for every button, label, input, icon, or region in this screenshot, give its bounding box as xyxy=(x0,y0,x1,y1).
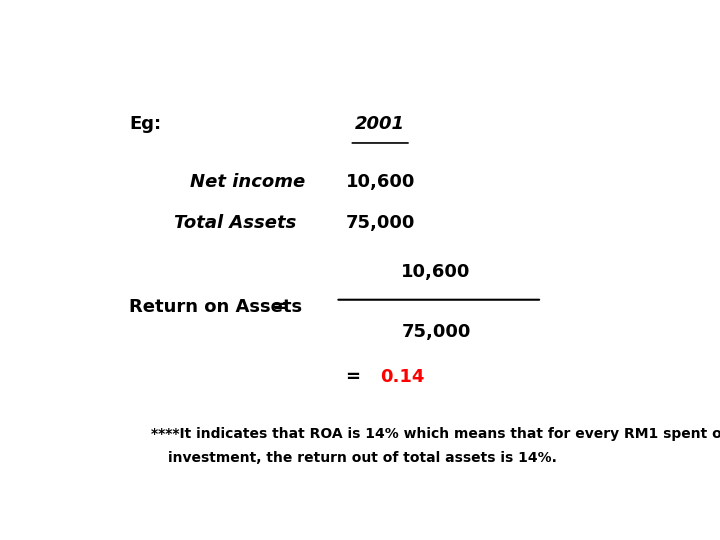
Text: ****It indicates that ROA is 14% which means that for every RM1 spent on asset's: ****It indicates that ROA is 14% which m… xyxy=(151,427,720,441)
Text: 10,600: 10,600 xyxy=(346,173,415,191)
Text: 0.14: 0.14 xyxy=(380,368,425,386)
Text: Return on Assets: Return on Assets xyxy=(129,298,302,316)
Text: investment, the return out of total assets is 14%.: investment, the return out of total asse… xyxy=(168,451,557,465)
Text: =: = xyxy=(272,298,287,316)
Text: =: = xyxy=(345,368,360,386)
Text: Total Assets: Total Assets xyxy=(174,214,296,233)
Text: Eg:: Eg: xyxy=(129,114,161,133)
Text: 2001: 2001 xyxy=(355,114,405,133)
Text: 10,600: 10,600 xyxy=(401,263,471,281)
Text: Net income: Net income xyxy=(190,173,306,191)
Text: 75,000: 75,000 xyxy=(401,322,471,341)
Text: 75,000: 75,000 xyxy=(346,214,415,233)
